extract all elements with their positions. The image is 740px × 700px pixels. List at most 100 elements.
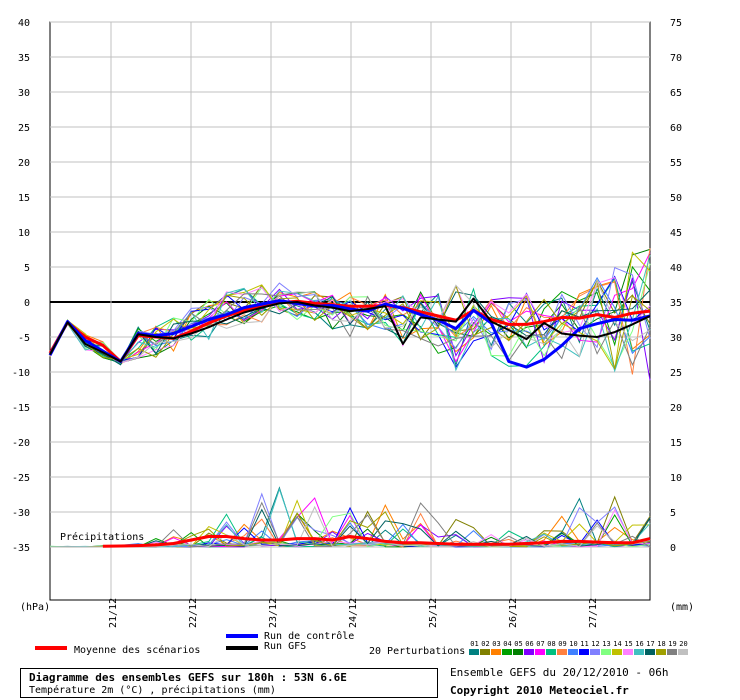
left-tick-label: 10 <box>18 228 30 239</box>
perturbation-color-box <box>656 649 666 655</box>
perturbation-temp-line <box>49 293 651 367</box>
perturbation-color-box <box>502 649 512 655</box>
perturbation-color-box <box>612 649 622 655</box>
perturbation-number: 17 <box>646 640 655 648</box>
perturbation-number: 09 <box>558 640 567 648</box>
right-tick-label: 65 <box>670 88 682 99</box>
perturbation-swatch: 14 <box>612 640 623 655</box>
left-tick-label: 25 <box>18 123 30 134</box>
legend-control <box>226 634 258 638</box>
perturbation-number: 19 <box>668 640 677 648</box>
left-tick-label: 40 <box>18 18 30 29</box>
left-tick-label: 15 <box>18 193 30 204</box>
left-tick-label: -20 <box>12 438 30 449</box>
right-tick-label: 25 <box>670 368 682 379</box>
right-tick-label: 20 <box>670 403 682 414</box>
perturbation-temp-line <box>49 279 651 363</box>
perturbation-color-box <box>568 649 578 655</box>
perturbation-color-box <box>480 649 490 655</box>
perturbation-swatch: 11 <box>579 640 590 655</box>
perturbation-color-box <box>535 649 545 655</box>
right-tick-label: 55 <box>670 158 682 169</box>
perturbation-number: 05 <box>514 640 523 648</box>
perturbation-color-box <box>491 649 501 655</box>
x-tick-label: 22/12 <box>188 598 199 628</box>
left-tick-label: -25 <box>12 473 30 484</box>
right-tick-label: 30 <box>670 333 682 344</box>
perturbation-number: 14 <box>613 640 622 648</box>
perturbation-number: 04 <box>503 640 512 648</box>
perturbation-swatch: 09 <box>557 640 568 655</box>
perturbation-color-box <box>469 649 479 655</box>
perturbation-swatch: 07 <box>535 640 546 655</box>
perturbation-color-box <box>590 649 600 655</box>
left-axis-unit: (hPa) <box>20 602 50 613</box>
right-tick-label: 75 <box>670 18 682 29</box>
perturbation-swatch: 12 <box>590 640 601 655</box>
series-line <box>48 299 651 369</box>
x-tick-label: 23/12 <box>268 598 279 628</box>
legend-control-label: Run de contrôle <box>264 631 355 642</box>
perturbation-swatch: 15 <box>623 640 634 655</box>
right-tick-label: 60 <box>670 123 682 134</box>
info-box: Diagramme des ensembles GEFS sur 180h : … <box>20 668 438 698</box>
perturbation-number: 15 <box>624 640 633 648</box>
main-series-lines <box>48 297 651 548</box>
perturbation-color-box <box>623 649 633 655</box>
perturbation-color-box <box>546 649 556 655</box>
left-tick-label: -30 <box>12 508 30 519</box>
x-tick-label: 26/12 <box>508 598 519 628</box>
series-line <box>102 535 651 548</box>
perturbation-temp-line <box>49 251 651 371</box>
left-tick-label: 20 <box>18 158 30 169</box>
perturbation-swatch: 06 <box>524 640 535 655</box>
perturbation-color-box <box>579 649 589 655</box>
right-tick-label: 10 <box>670 473 682 484</box>
perturbation-number: 18 <box>657 640 666 648</box>
axis-labels: 21/12 22/12 23/12 24/12 25/12 26/12 27/12 40 35 3… <box>12 18 682 628</box>
chart-subtitle: Température 2m (°C) , précipitations (mm… <box>29 685 276 696</box>
left-tick-label: 0 <box>24 298 30 309</box>
left-tick-label: 30 <box>18 88 30 99</box>
copyright-label: Copyright 2010 Meteociel.fr <box>450 684 629 697</box>
right-tick-label: 50 <box>670 193 682 204</box>
perturbation-swatch: 17 <box>645 640 656 655</box>
perturbation-number: 11 <box>580 640 589 648</box>
x-tick-label: 24/12 <box>348 598 359 628</box>
left-tick-label: 35 <box>18 53 30 64</box>
perturbation-swatch: 05 <box>513 640 524 655</box>
perturbation-color-box <box>667 649 677 655</box>
perturbation-number: 02 <box>481 640 490 648</box>
perturbation-number: 03 <box>492 640 501 648</box>
perturbation-color-box <box>601 649 611 655</box>
left-tick-label: -35 <box>12 543 30 554</box>
perturbation-temp-line <box>49 280 651 370</box>
perturbation-swatch: 16 <box>634 640 645 655</box>
x-tick-label: 27/12 <box>588 598 599 628</box>
perturbation-number: 08 <box>547 640 556 648</box>
perturbation-color-box <box>557 649 567 655</box>
legend-mean-label: Moyenne des scénarios <box>74 645 201 656</box>
perturbation-swatch: 03 <box>491 640 502 655</box>
legend-gfs <box>226 646 258 650</box>
chart-title: Diagramme des ensembles GEFS sur 180h : … <box>29 671 347 684</box>
perturbation-color-box <box>634 649 644 655</box>
perturbation-swatch: 10 <box>568 640 579 655</box>
perturbation-swatch: 01 <box>469 640 480 655</box>
right-tick-label: 0 <box>670 543 676 554</box>
perturbation-swatch: 19 <box>667 640 678 655</box>
x-tick-label: 25/12 <box>428 598 439 628</box>
perturbation-color-box <box>645 649 655 655</box>
perturbation-number: 10 <box>569 640 578 648</box>
right-tick-label: 70 <box>670 53 682 64</box>
left-tick-label: 5 <box>24 263 30 274</box>
legend-gfs-label: Run GFS <box>264 641 307 652</box>
perturbation-number: 06 <box>525 640 534 648</box>
ensemble-run-label: Ensemble GEFS du 20/12/2010 - 06h <box>450 666 669 679</box>
left-tick-label: -5 <box>18 333 30 344</box>
legend-mean <box>35 646 67 650</box>
right-tick-label: 40 <box>670 263 682 274</box>
legend-perturbations-label: 20 Perturbations <box>369 646 466 657</box>
perturbation-number: 20 <box>679 640 688 648</box>
x-tick-label: 21/12 <box>108 598 119 628</box>
